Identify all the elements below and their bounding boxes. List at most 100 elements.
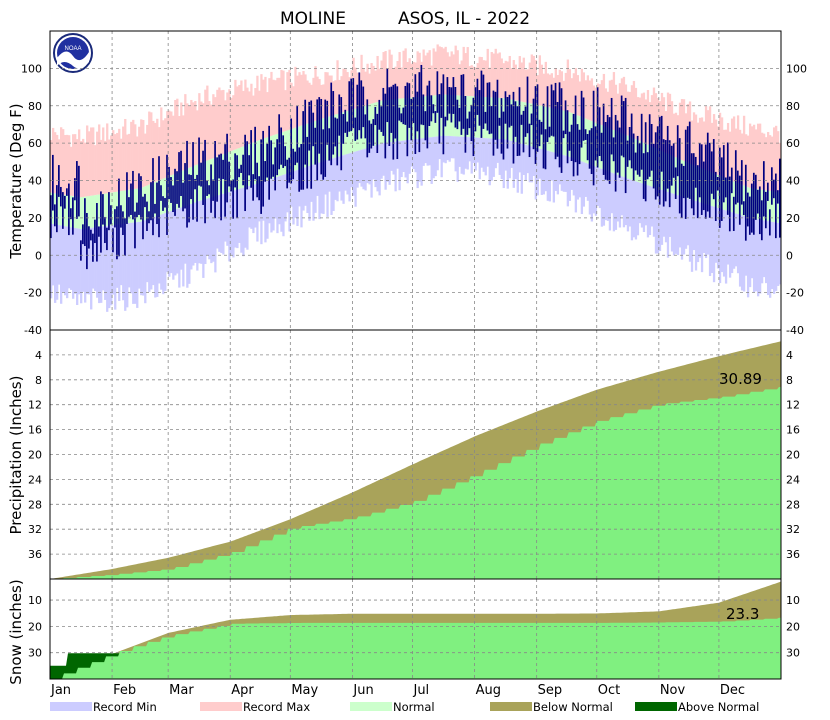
observed-temperature-bar xyxy=(222,159,224,180)
record-max-bar xyxy=(708,106,712,172)
observed-temperature-bar xyxy=(116,206,118,260)
record-max-bar xyxy=(680,99,684,161)
observed-temperature-bar xyxy=(320,98,323,175)
observed-temperature-bar xyxy=(724,177,727,198)
record-max-bar xyxy=(198,93,201,164)
record-max-bar xyxy=(704,106,708,171)
record-min-bar xyxy=(388,142,391,185)
record-min-bar xyxy=(712,206,716,283)
record-max-bar xyxy=(370,63,373,104)
observed-temperature-bar xyxy=(122,211,124,236)
observed-temperature-bar xyxy=(86,212,88,270)
observed-temperature-bar xyxy=(494,91,497,140)
observed-temperature-bar xyxy=(680,163,683,218)
record-min-bar xyxy=(750,218,754,279)
observed-temperature-bar xyxy=(702,161,705,211)
record-max-bar xyxy=(88,131,91,197)
observed-temperature-bar xyxy=(354,117,357,141)
record-min-bar xyxy=(288,172,291,232)
record-min-bar xyxy=(630,179,634,241)
record-max-bar xyxy=(664,111,668,153)
observed-temperature-bar xyxy=(386,68,389,123)
record-max-bar xyxy=(84,142,87,197)
record-min-bar xyxy=(218,195,221,252)
snow-frame xyxy=(49,578,782,680)
record-max-bar xyxy=(694,114,698,167)
observed-temperature-bar xyxy=(364,114,367,139)
record-min-bar xyxy=(476,137,479,163)
temperature-tick-label-left: 0 xyxy=(35,249,42,262)
observed-temperature-bar xyxy=(78,165,80,217)
observed-temperature-bar xyxy=(370,123,373,149)
observed-temperature-bar xyxy=(432,104,435,114)
record-max-bar xyxy=(164,118,167,178)
observed-temperature-bar xyxy=(88,226,90,249)
observed-temperature-bar xyxy=(604,122,607,180)
record-min-bar xyxy=(138,221,141,289)
normal-bar xyxy=(258,140,261,183)
record-min-bar xyxy=(526,145,529,174)
record-min-bar xyxy=(56,224,59,300)
observed-temperature-bar xyxy=(758,186,761,235)
record-min-bar xyxy=(50,223,53,299)
record-max-bar xyxy=(408,58,411,98)
record-min-bar xyxy=(404,140,407,178)
record-max-bar xyxy=(90,127,93,196)
observed-temperature-bar xyxy=(244,134,246,212)
observed-temperature-bar xyxy=(60,186,62,207)
observed-temperature-bar xyxy=(328,128,331,161)
record-min-bar xyxy=(656,188,660,254)
month-label: Feb xyxy=(113,683,136,698)
observed-temperature-bar xyxy=(594,126,597,161)
record-min-bar xyxy=(660,189,664,245)
record-max-bar xyxy=(590,78,594,122)
record-min-bar xyxy=(510,141,513,168)
observed-temperature-bar xyxy=(504,91,507,124)
record-max-bar xyxy=(62,129,65,195)
record-max-bar xyxy=(140,119,143,188)
record-max-bar xyxy=(532,55,535,105)
observed-temperature-bar xyxy=(398,107,401,121)
record-max-bar xyxy=(176,98,179,173)
record-min-bar xyxy=(518,143,521,173)
record-max-bar xyxy=(468,66,471,97)
record-min-bar xyxy=(180,207,183,270)
record-max-bar xyxy=(132,119,135,190)
observed-temperature-bar xyxy=(284,146,287,167)
record-min-bar xyxy=(728,211,732,278)
observed-temperature-bar xyxy=(582,97,585,141)
observed-temperature-bar xyxy=(214,141,216,219)
record-min-bar xyxy=(704,204,708,259)
snow-tick-label-left: 20 xyxy=(28,620,42,633)
record-min-bar xyxy=(508,140,511,179)
observed-temperature-bar xyxy=(616,120,619,173)
observed-temperature-bar xyxy=(650,124,653,171)
precipitation-tick-label-right: 12 xyxy=(786,399,800,412)
record-min-bar xyxy=(398,141,401,191)
normal-bar xyxy=(92,195,95,228)
record-max-bar xyxy=(424,55,427,97)
observed-temperature-bar xyxy=(416,91,419,132)
record-min-bar xyxy=(272,178,275,231)
temperature-tick-label-right: 0 xyxy=(786,249,793,262)
observed-temperature-bar xyxy=(236,155,238,219)
record-min-bar xyxy=(570,157,574,190)
record-max-bar xyxy=(158,127,161,181)
observed-temperature-bar xyxy=(152,158,154,236)
normal-bar xyxy=(530,103,533,147)
record-max-bar xyxy=(672,113,676,157)
precipitation-observed-area xyxy=(50,387,781,579)
record-max-bar xyxy=(594,87,598,123)
observed-temperature-bar xyxy=(188,174,190,223)
record-max-bar xyxy=(548,74,551,108)
observed-temperature-bar xyxy=(586,134,589,161)
observed-temperature-bar xyxy=(102,194,104,225)
record-max-bar xyxy=(750,126,754,189)
observed-temperature-bar xyxy=(522,110,525,153)
precipitation-tick-label-left: 32 xyxy=(28,523,42,536)
observed-temperature-bar xyxy=(210,164,212,213)
record-min-bar xyxy=(238,188,241,243)
record-max-bar xyxy=(282,70,285,132)
record-max-bar xyxy=(268,78,271,137)
record-min-bar xyxy=(172,210,175,280)
